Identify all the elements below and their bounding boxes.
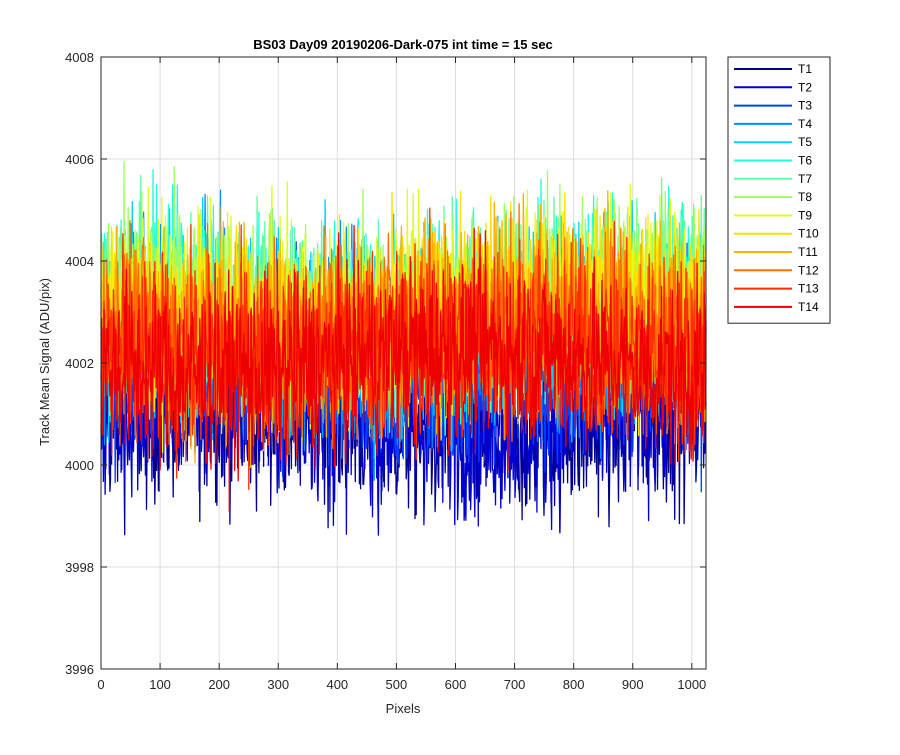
axis-ticks: 0 100 200 300 400 500 600 700 800 900 1000 3996 3998… [65, 50, 706, 692]
x-tick-label: 1000 [677, 677, 706, 692]
legend-label-t9: T9 [798, 208, 812, 222]
legend-label-t10: T10 [798, 227, 819, 241]
x-tick-label: 800 [563, 677, 585, 692]
x-tick-label: 400 [326, 677, 348, 692]
legend-label-t3: T3 [798, 99, 812, 113]
legend: T1 T2 T3 T4 T5 T6 T7 T8 T9 T10 T11 T12 T13 T14 [727, 56, 831, 324]
x-tick-label: 0 [97, 677, 104, 692]
legend-label-t5: T5 [798, 135, 812, 149]
y-tick-label: 4002 [65, 356, 94, 371]
x-tick-label: 700 [504, 677, 526, 692]
y-tick-label: 4006 [65, 152, 94, 167]
y-tick-label: 3996 [65, 662, 94, 677]
x-tick-label: 300 [267, 677, 289, 692]
x-axis-label: Pixels [386, 701, 421, 716]
x-tick-label: 500 [386, 677, 408, 692]
legend-label-t12: T12 [798, 263, 819, 277]
series-line-t14 [100, 224, 707, 513]
legend-label-t4: T4 [798, 117, 812, 131]
legend-label-t6: T6 [798, 154, 812, 168]
x-tick-label: 100 [149, 677, 171, 692]
legend-label-t8: T8 [798, 190, 812, 204]
legend-label-t2: T2 [798, 80, 812, 94]
chart-title: BS03 Day09 20190206-Dark-075 int time = … [253, 37, 553, 52]
legend-label-t11: T11 [798, 245, 818, 259]
y-tick-label: 4000 [65, 458, 94, 473]
legend-box [727, 56, 831, 324]
legend-label-t14: T14 [798, 300, 819, 314]
x-tick-label: 600 [445, 677, 467, 692]
legend-label-t7: T7 [798, 172, 812, 186]
legend-label-t13: T13 [798, 282, 819, 296]
y-axis-label: Track Mean Signal (ADU/pix) [37, 278, 52, 446]
y-tick-label: 3998 [65, 560, 94, 575]
x-tick-label: 900 [622, 677, 644, 692]
series-layer [100, 160, 707, 536]
legend-label-t1: T1 [798, 62, 812, 76]
y-tick-label: 4004 [65, 254, 94, 269]
y-tick-label: 4008 [65, 50, 94, 65]
x-tick-label: 200 [208, 677, 230, 692]
